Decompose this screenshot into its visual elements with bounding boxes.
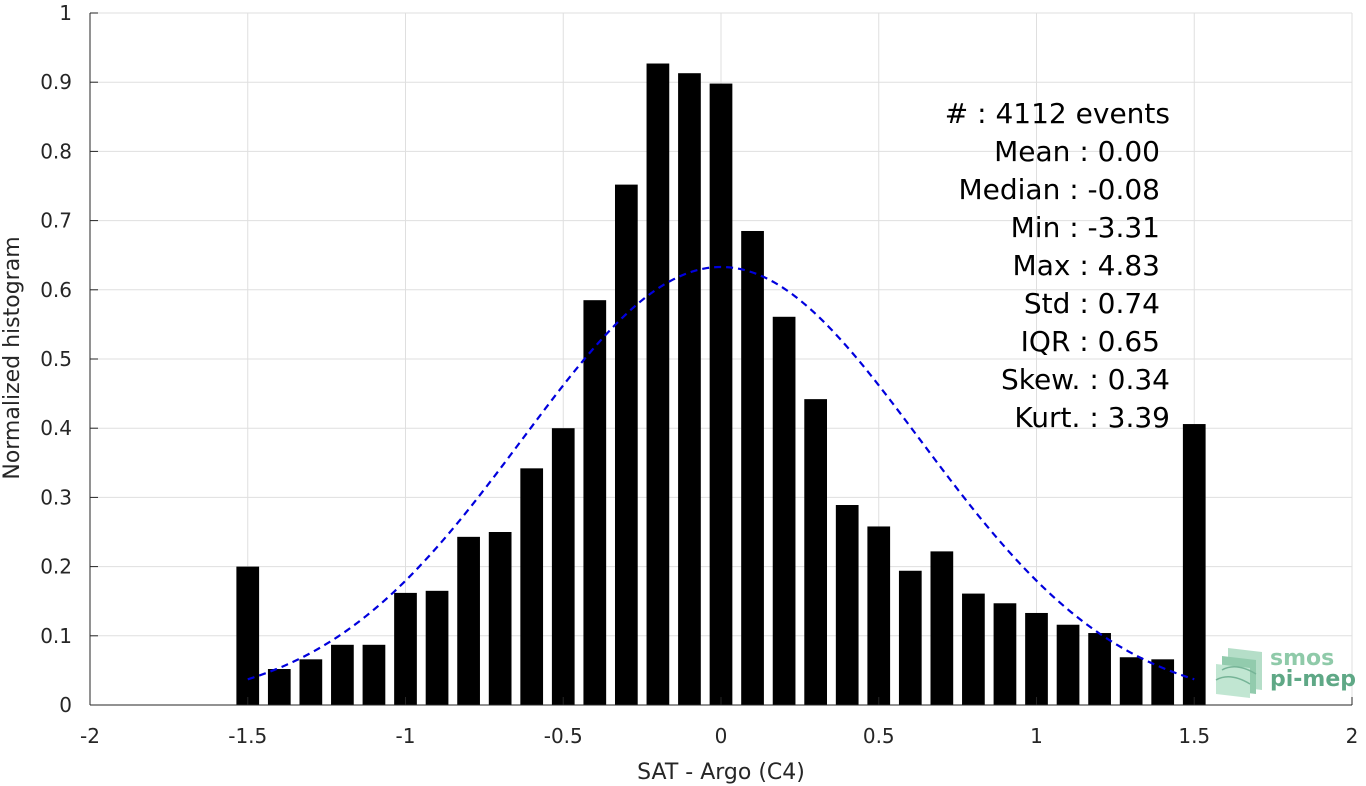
histogram-bar (457, 536, 480, 705)
x-tick-label: -0.5 (544, 724, 583, 748)
histogram-bar (1088, 633, 1111, 705)
y-tick-label: 0.2 (40, 555, 72, 579)
x-tick-labels: -2 -1.5 -1 -0.5 0 0.5 1 1.5 2 (80, 724, 1358, 748)
histogram-bar (236, 566, 260, 705)
histogram-bar (583, 300, 607, 705)
histogram-bar (835, 505, 859, 705)
y-tick-label: 0.7 (40, 209, 72, 233)
histogram-bar (331, 644, 354, 705)
stat-mean: Mean : 0.00 (994, 135, 1160, 168)
histogram-bars (236, 63, 1206, 706)
histogram-bar (962, 593, 985, 705)
histogram-bar (394, 592, 417, 705)
stat-std: Std : 0.74 (1024, 287, 1160, 320)
y-tick-label: 0.8 (40, 139, 72, 163)
x-tick-label: -1.5 (228, 724, 267, 748)
y-tick-label: 0.4 (40, 416, 72, 440)
y-tick-label: 0.3 (40, 485, 72, 509)
stat-iqr: IQR : 0.65 (1021, 325, 1160, 358)
y-tick-label: 0.9 (40, 70, 72, 94)
x-tick-label: 2 (1346, 724, 1359, 748)
gaussian-fit-curve (247, 265, 1195, 681)
x-tick-label: -1 (396, 724, 416, 748)
histogram-bar (488, 532, 512, 705)
stat-skew: Skew. : 0.34 (1001, 363, 1170, 396)
histogram-bar (520, 468, 544, 705)
histogram-bar (1025, 612, 1048, 705)
x-tick-label: 1 (1030, 724, 1043, 748)
histogram-bar (1056, 624, 1080, 705)
histogram-bar (867, 526, 891, 705)
x-tick-label: 1.5 (1178, 724, 1210, 748)
axes (89, 12, 1353, 706)
y-tick-label: 0 (59, 693, 72, 717)
histogram-bar (267, 669, 291, 705)
y-tick-label: 1 (59, 1, 72, 25)
histogram-bar (930, 551, 954, 705)
stat-kurt: Kurt. : 3.39 (1014, 401, 1170, 434)
y-axis-label: Normalized histogram (0, 236, 25, 479)
y-tick-label: 0.1 (40, 624, 72, 648)
y-tick-labels: 0 0.1 0.2 0.3 0.4 0.5 0.6 0.7 0.8 0.9 1 (40, 1, 72, 717)
histogram-bar (678, 73, 701, 706)
histogram-bar (1182, 424, 1206, 705)
histogram-bar (709, 83, 733, 706)
smos-pi-mep-logo: smos pi-mep (1215, 646, 1356, 698)
histogram-bar (1151, 659, 1175, 705)
histogram-bar (646, 63, 670, 706)
histogram-bar (993, 603, 1017, 705)
x-axis-label: SAT - Argo (C4) (637, 760, 805, 785)
histogram-bar (362, 644, 386, 705)
histogram-bar (804, 399, 828, 705)
stat-events: # : 4112 events (945, 97, 1170, 130)
logo-icon (1215, 648, 1262, 698)
histogram-bar (614, 184, 638, 706)
logo-text-line1: smos (1270, 646, 1334, 671)
stat-min: Min : -3.31 (1011, 211, 1160, 244)
x-tick-label: 0.5 (863, 724, 895, 748)
statistics-box: # : 4112 events Mean : 0.00 Median : -0.… (945, 97, 1170, 434)
histogram-bar (898, 570, 922, 705)
x-tick-label: -2 (80, 724, 100, 748)
histogram-bar (772, 316, 796, 705)
y-tick-label: 0.6 (40, 278, 72, 302)
histogram-bar (1119, 657, 1143, 705)
histogram-bar (551, 428, 575, 705)
y-tick-label: 0.5 (40, 347, 72, 371)
histogram-bar (425, 590, 449, 705)
logo-text-line2: pi-mep (1270, 667, 1356, 692)
stat-median: Median : -0.08 (958, 173, 1160, 206)
histogram-bar (741, 230, 764, 706)
x-tick-label: 0 (715, 724, 728, 748)
stat-max: Max : 4.83 (1013, 249, 1160, 282)
histogram-bar (299, 659, 323, 705)
